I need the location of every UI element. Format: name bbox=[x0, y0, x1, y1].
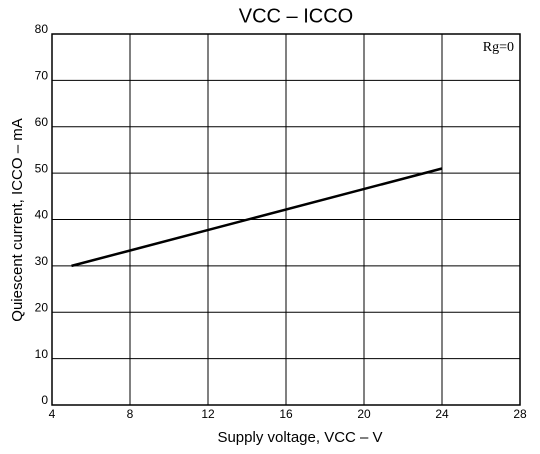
y-tick-label: 80 bbox=[35, 22, 49, 36]
y-tick-label: 70 bbox=[35, 69, 49, 83]
y-tick-label: 30 bbox=[35, 254, 49, 268]
x-tick-label: 12 bbox=[201, 407, 215, 421]
y-tick-label: 10 bbox=[35, 347, 49, 361]
x-axis-label: Supply voltage, VCC – V bbox=[217, 429, 382, 446]
chart-title: VCC – ICCO bbox=[239, 5, 353, 27]
plot-border bbox=[51, 33, 521, 406]
y-tick-label: 20 bbox=[35, 300, 49, 314]
y-tick-label: 0 bbox=[41, 393, 48, 407]
y-tick-label: 60 bbox=[35, 115, 49, 129]
x-tick-label: 4 bbox=[49, 407, 56, 421]
y-axis-label: Quiescent current, ICCO – mA bbox=[9, 118, 26, 321]
x-tick-label: 28 bbox=[513, 407, 527, 421]
annotation: Rg=0 bbox=[483, 40, 514, 55]
x-tick-label: 8 bbox=[127, 407, 134, 421]
y-tick-label: 40 bbox=[35, 208, 49, 222]
data-line bbox=[71, 167, 443, 268]
y-tick-label: 50 bbox=[35, 161, 49, 175]
x-tick-label: 20 bbox=[357, 407, 371, 421]
x-tick-label: 16 bbox=[279, 407, 293, 421]
x-tick-label: 24 bbox=[435, 407, 449, 421]
